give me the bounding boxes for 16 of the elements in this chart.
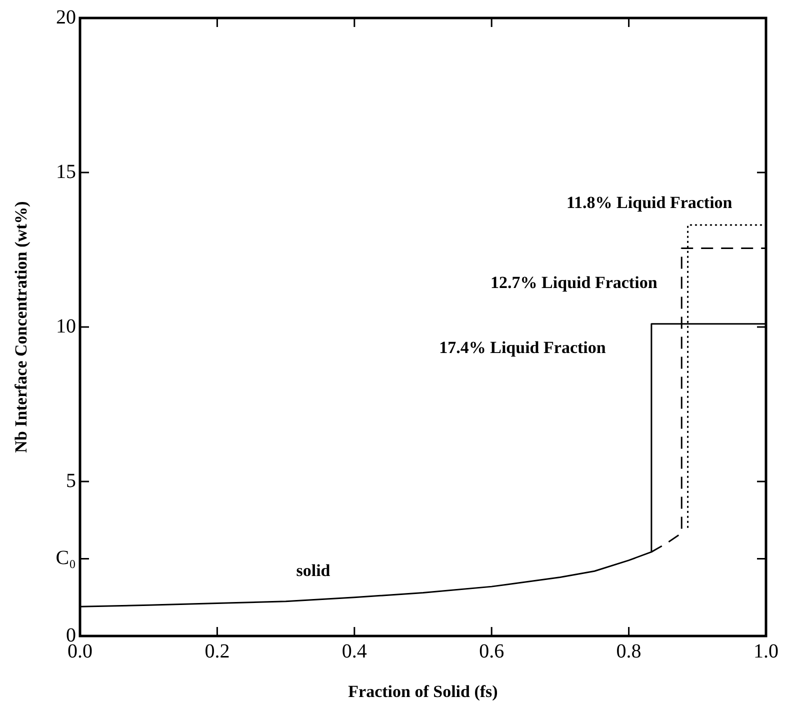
annotation: solid [296, 561, 331, 580]
y-axis-title: Nb Interface Concentration (wt%) [12, 201, 31, 453]
y-tick-label: 5 [66, 470, 76, 492]
x-tick-label: 0.4 [342, 640, 367, 662]
y-tick-label: 15 [56, 160, 76, 183]
y-tick-label: 20 [56, 6, 76, 28]
y-tick-label: 10 [56, 315, 76, 338]
x-tick-label: 0.8 [616, 640, 642, 662]
annotation: 11.8% Liquid Fraction [566, 192, 733, 212]
x-tick-label: 0.6 [479, 640, 504, 662]
annotation: 12.7% Liquid Fraction [490, 273, 658, 292]
annotation: 17.4% Liquid Fraction [439, 338, 606, 358]
x-tick-label: 1.0 [754, 640, 778, 662]
y-tick-label: C₀ [56, 547, 76, 569]
x-axis-title: Fraction of Solid (fs) [348, 682, 498, 702]
x-tick-label: 0.2 [204, 640, 230, 662]
